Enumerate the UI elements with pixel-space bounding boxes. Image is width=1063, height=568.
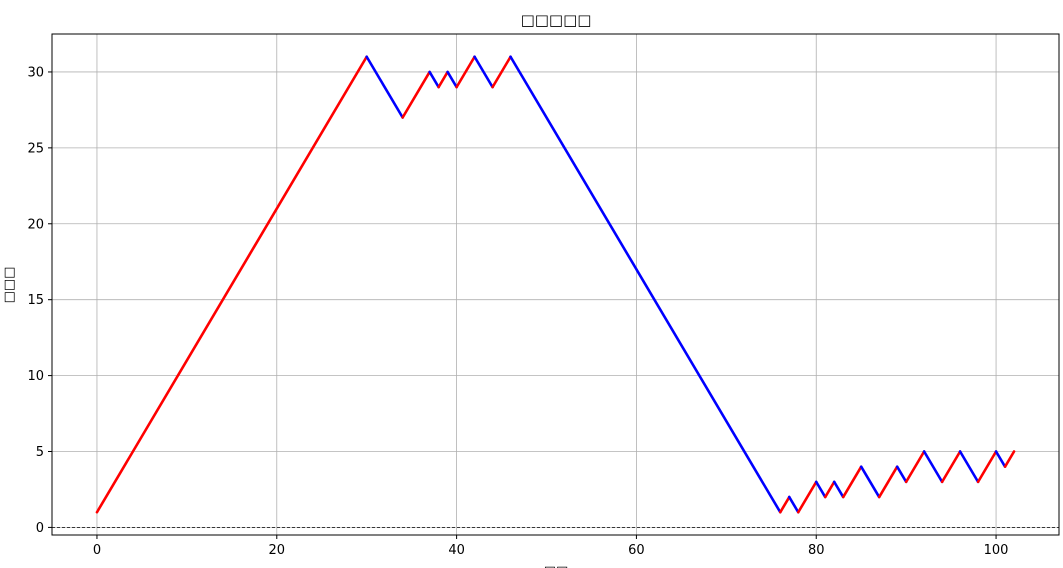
chart-title: □□□□□ [521,11,592,29]
rising-segment [940,450,962,484]
rising-segment [1003,450,1016,468]
falling-segment [365,55,404,119]
y-tick-label: 15 [27,293,44,308]
falling-segment [787,495,800,514]
plot-frame [51,33,1060,536]
series-line [95,55,1016,514]
falling-segment [446,70,458,89]
y-tick-label: 20 [27,217,44,232]
rising-segment [95,55,368,514]
y-axis-label: □□□ [2,267,17,304]
rising-segment [904,450,926,484]
falling-segment [473,55,494,89]
rising-segment [455,55,476,89]
y-tick-label: 5 [36,445,44,460]
falling-segment [994,450,1007,468]
falling-segment [922,450,944,484]
y-tick-label: 10 [27,369,44,384]
falling-segment [958,450,980,484]
y-tick-label: 30 [27,65,44,80]
y-tick-label: 25 [27,141,44,156]
x-tick-label: 20 [269,543,286,558]
rising-segment [976,450,998,484]
rising-segment [877,465,899,499]
x-axis-label: □□ [544,564,569,568]
x-tick-label: 40 [448,543,465,558]
rising-segment [796,480,818,514]
x-tick-label: 80 [808,543,825,558]
falling-segment [428,70,440,89]
falling-segment [859,465,881,499]
rising-segment [778,495,791,514]
y-tick-label: 0 [36,521,44,536]
rising-segment [437,70,449,89]
grid [52,34,1059,535]
falling-segment [509,55,782,514]
x-tick-label: 60 [628,543,645,558]
x-tick-label: 0 [93,543,101,558]
falling-segment [832,480,845,499]
rising-segment [823,480,836,499]
x-tick-label: 100 [984,543,1009,558]
rising-segment [841,465,863,499]
falling-segment [895,465,908,484]
rising-segment [491,55,512,89]
ticks: 0 20 40 60 80 100 0 5 10 15 20 25 30 [27,65,1008,558]
falling-segment [814,480,827,499]
rising-segment [401,70,431,119]
